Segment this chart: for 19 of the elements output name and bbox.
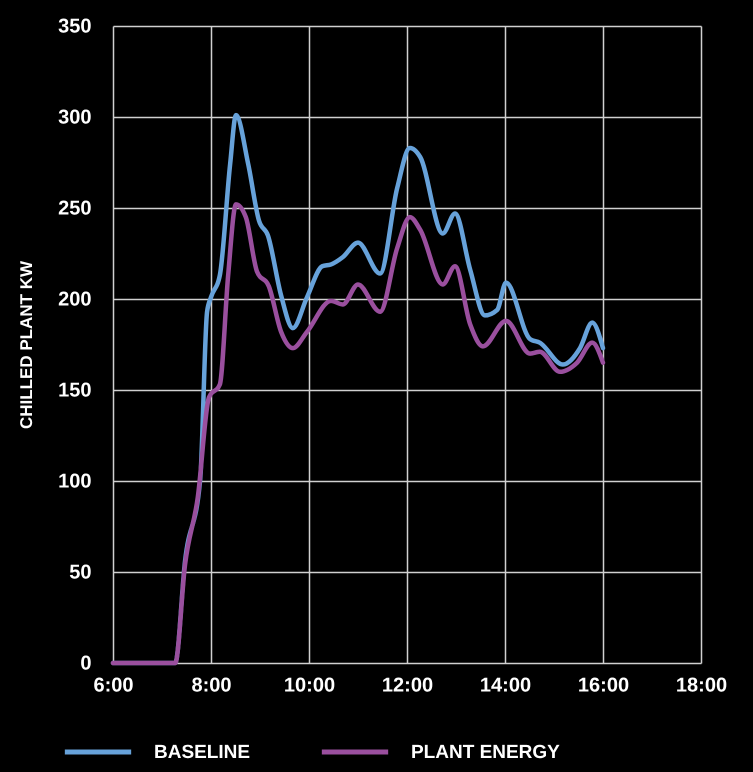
x-tick-label: 18:00 xyxy=(676,674,728,696)
y-tick-label: 200 xyxy=(58,288,92,310)
x-tick-label: 12:00 xyxy=(382,674,434,696)
x-tick-label: 8:00 xyxy=(191,674,232,696)
x-tick-label: 14:00 xyxy=(480,674,532,696)
x-tick-label: 6:00 xyxy=(93,674,134,696)
legend-label: BASELINE xyxy=(154,742,250,763)
x-tick-label: 16:00 xyxy=(578,674,630,696)
y-tick-label: 0 xyxy=(80,652,92,674)
y-tick-label: 350 xyxy=(58,16,92,38)
y-tick-label: 50 xyxy=(69,562,92,584)
y-tick-label: 300 xyxy=(58,106,92,128)
y-tick-label: 100 xyxy=(58,470,92,492)
y-axis-title: CHILLED PLANT KW xyxy=(17,260,36,430)
y-tick-label: 250 xyxy=(58,198,92,220)
legend-label: PLANT ENERGY xyxy=(411,742,560,763)
line-series xyxy=(110,202,606,666)
y-tick-label: 150 xyxy=(58,380,92,402)
x-tick-label: 10:00 xyxy=(284,674,336,696)
